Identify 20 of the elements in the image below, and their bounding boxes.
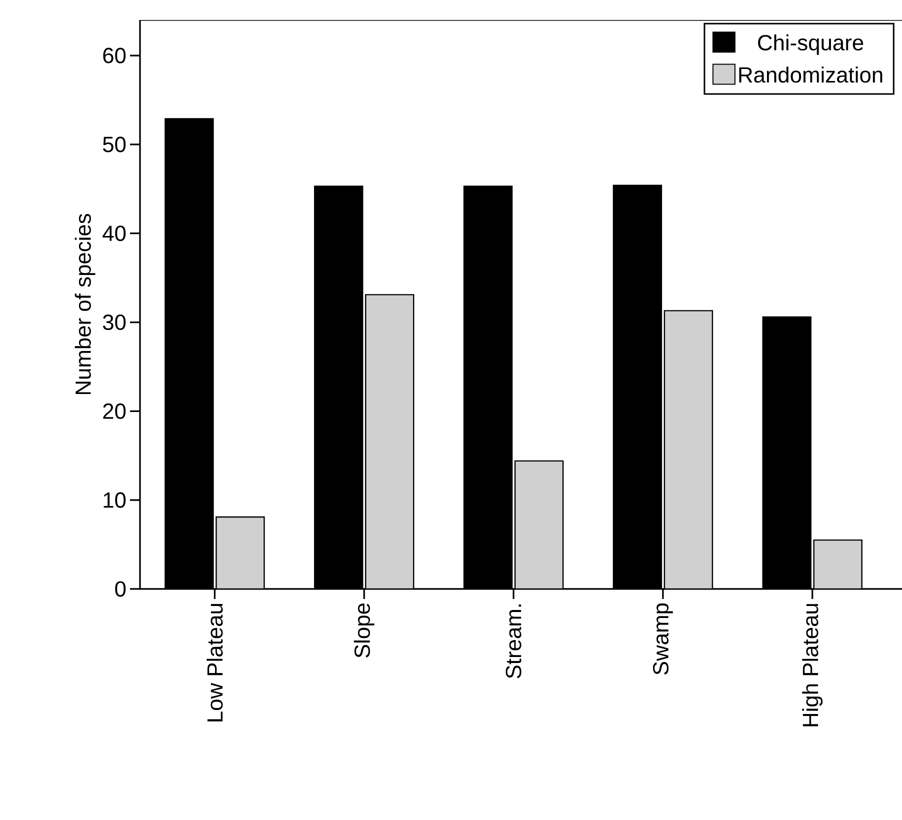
x-tick-label: Swamp xyxy=(653,603,673,675)
x-tick-label: High Plateau xyxy=(802,604,823,726)
x-tick-label: Slope xyxy=(354,603,374,658)
x-tick-label: Low Plateau xyxy=(206,604,223,722)
y-tick-label: 20 xyxy=(103,403,126,419)
y-axis-title: Number of species xyxy=(74,214,96,394)
bar xyxy=(813,539,862,589)
y-tick-label: 40 xyxy=(102,226,126,242)
bar xyxy=(664,310,714,589)
legend-label: Randomization xyxy=(739,66,882,83)
y-tick-label: 10 xyxy=(104,492,126,508)
x-tick-label: Stream. xyxy=(506,604,522,678)
y-tick-label: 60 xyxy=(103,48,126,64)
legend-label: Chi-square xyxy=(758,34,864,55)
bar xyxy=(514,460,564,589)
bar xyxy=(216,516,265,589)
y-tick-label: 50 xyxy=(102,136,126,152)
y-tick-label: 30 xyxy=(102,314,126,330)
y-tick-label: 0 xyxy=(115,581,126,597)
bar xyxy=(365,294,414,589)
